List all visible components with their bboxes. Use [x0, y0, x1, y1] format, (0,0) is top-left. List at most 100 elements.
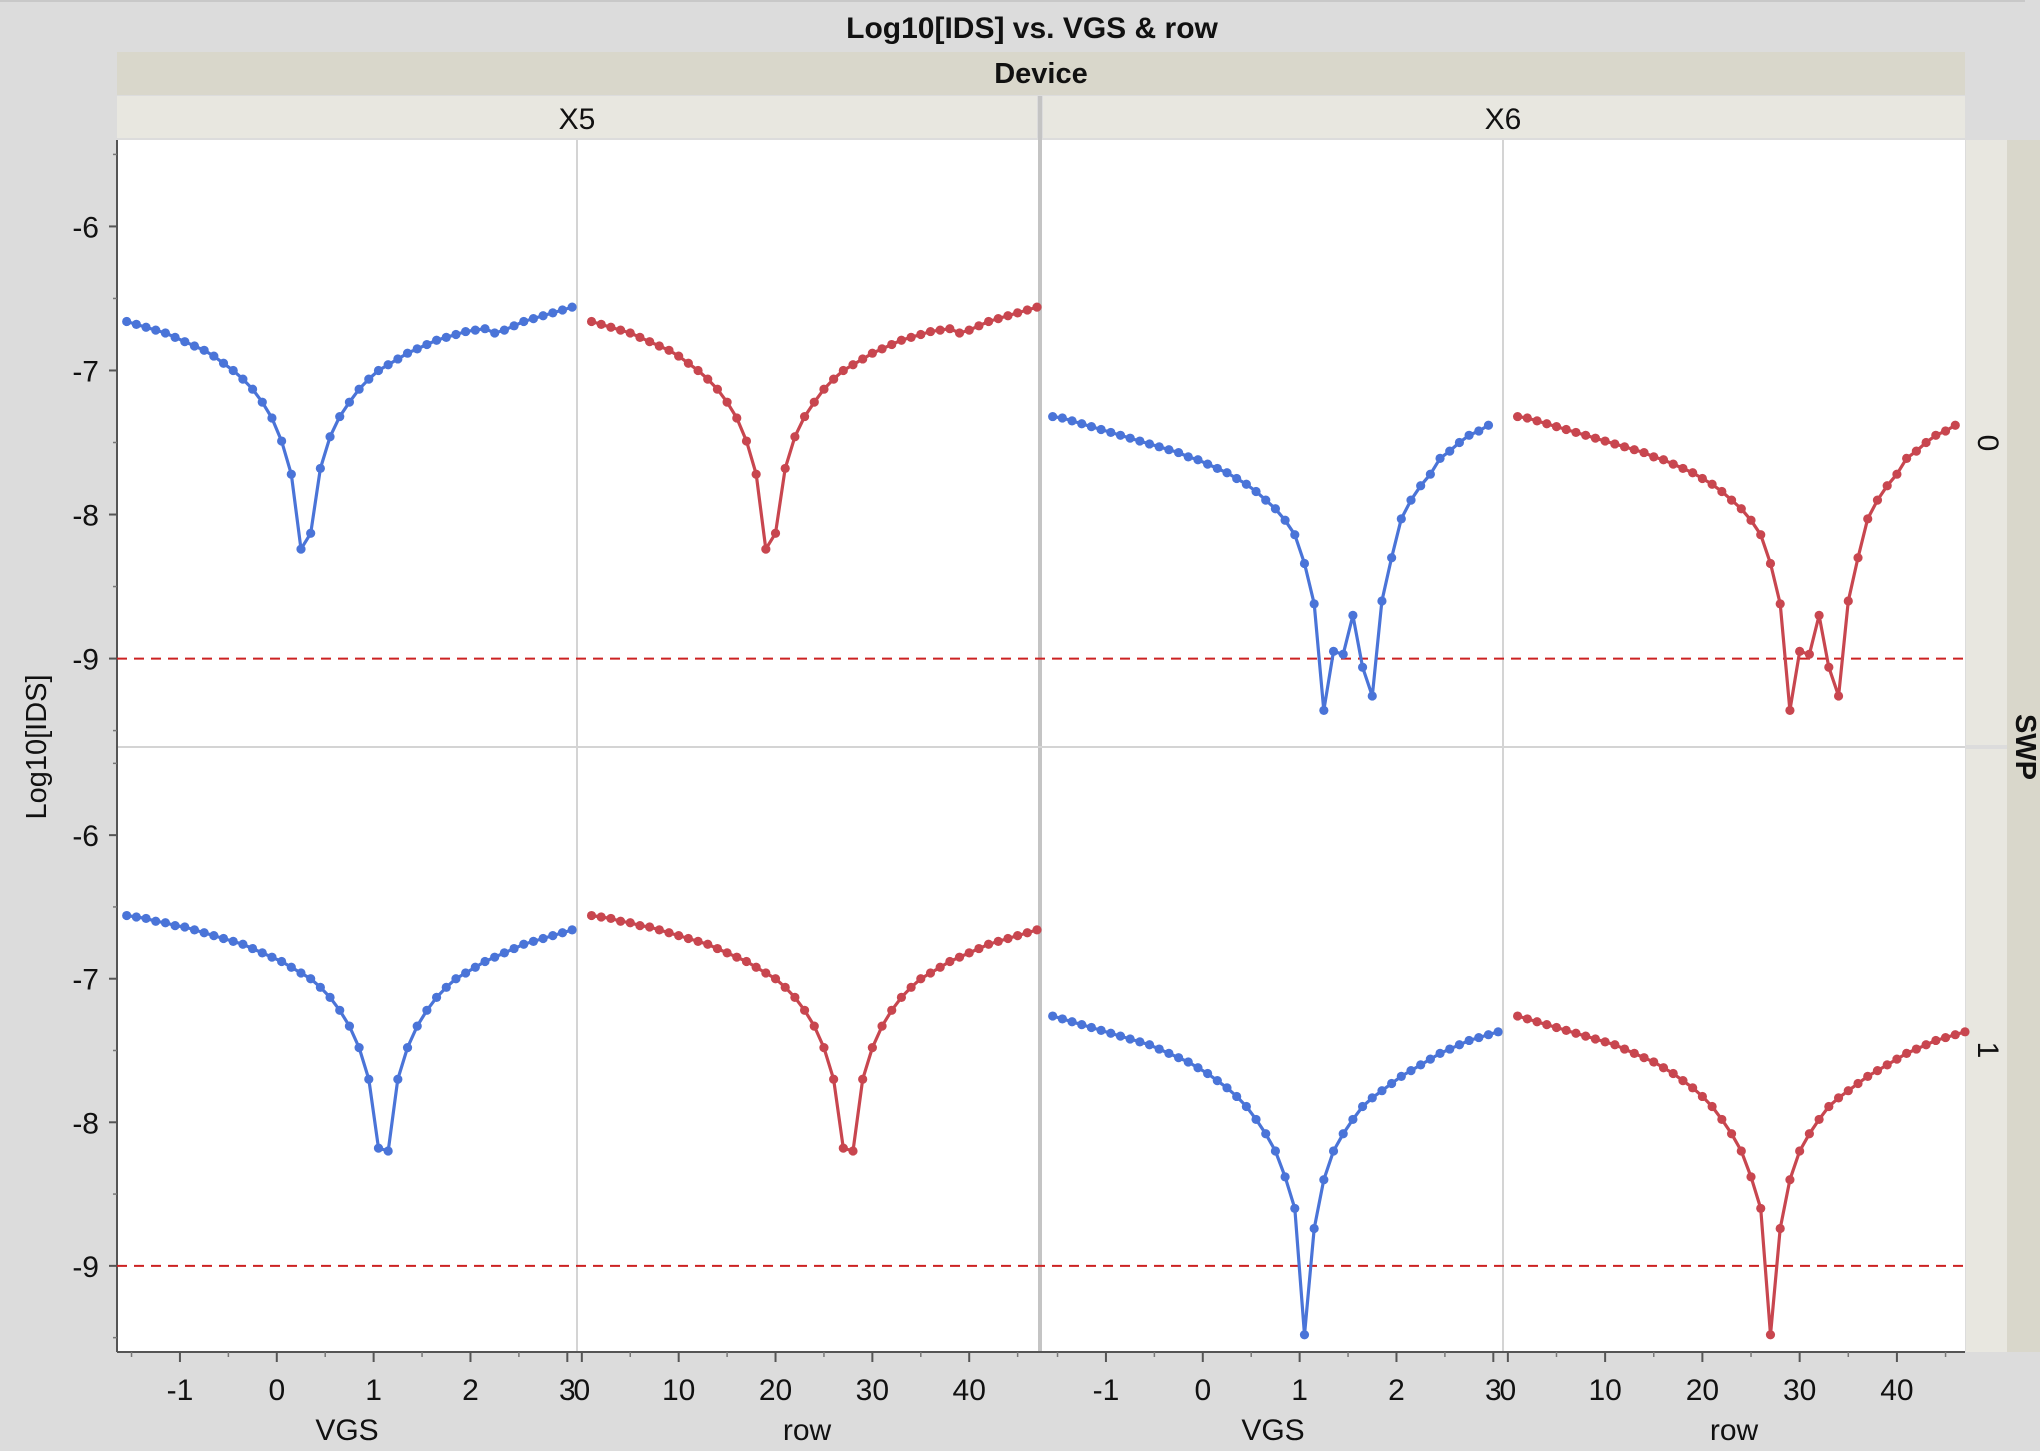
y-tick-label: -8 [72, 500, 99, 533]
data-point-row [664, 928, 674, 938]
data-point-vgs [151, 916, 161, 926]
data-point-row [935, 962, 945, 972]
data-point-vgs [199, 928, 209, 938]
data-point-row [1649, 1057, 1659, 1067]
data-point-row [1022, 928, 1032, 938]
data-point-row [1931, 430, 1941, 440]
data-point-vgs [325, 992, 335, 1002]
y-tick-label: -9 [72, 1251, 99, 1284]
data-point-vgs [1387, 553, 1397, 563]
data-point-row [964, 325, 974, 335]
data-point-vgs [1357, 1101, 1368, 1112]
data-point-vgs [567, 925, 577, 935]
data-point-row [1940, 1032, 1951, 1043]
data-point-vgs [1299, 1330, 1310, 1340]
swp-0-label: 0 [1971, 435, 2004, 452]
data-point-row [945, 324, 955, 334]
data-point-vgs [238, 374, 248, 384]
x-tick-label: -1 [167, 1374, 194, 1407]
data-point-vgs [1164, 1048, 1174, 1058]
data-point-vgs [1338, 1129, 1348, 1139]
data-point-row [993, 936, 1003, 946]
x-tick-label: 30 [1783, 1374, 1816, 1407]
data-point-row [877, 1021, 887, 1031]
data-point-vgs [1164, 445, 1174, 455]
data-point-vgs [470, 962, 480, 972]
x-axis-label: VGS [315, 1414, 378, 1446]
data-point-vgs [1067, 1017, 1077, 1027]
data-point-row [983, 316, 994, 327]
data-point-row [925, 968, 936, 978]
data-point-row [848, 1146, 858, 1156]
data-point-row [780, 463, 790, 474]
data-point-vgs [1203, 459, 1213, 469]
data-point-vgs [557, 928, 568, 938]
data-point-row [1013, 931, 1023, 941]
data-point-vgs [209, 351, 219, 361]
swp-header-label: SWP [2009, 714, 2040, 780]
data-point-row [606, 913, 616, 924]
data-point-vgs [1106, 427, 1116, 438]
data-point-vgs [209, 931, 219, 941]
data-point-row [1639, 1053, 1649, 1063]
data-point-row [1833, 1093, 1844, 1103]
data-point-row [1804, 1129, 1814, 1139]
data-point-vgs [325, 432, 335, 442]
data-point-vgs [1290, 530, 1300, 540]
data-point-row [1814, 610, 1824, 620]
data-point-vgs [1406, 495, 1416, 505]
data-point-row [809, 397, 819, 407]
data-point-row [1785, 1175, 1795, 1185]
data-point-vgs [315, 463, 325, 474]
data-point-row [829, 1074, 839, 1084]
data-point-vgs [499, 948, 509, 958]
x-tick-label: 2 [1388, 1374, 1405, 1407]
data-point-row [1561, 1025, 1571, 1035]
data-point-row [645, 337, 655, 347]
data-point-row [1775, 599, 1785, 609]
data-point-vgs [441, 982, 451, 992]
data-point-row [606, 322, 616, 332]
data-point-vgs [1048, 411, 1058, 422]
data-point-row [1600, 436, 1610, 446]
data-point-row [712, 943, 723, 954]
data-point-vgs [364, 374, 374, 384]
data-point-row [683, 933, 693, 944]
data-point-row [625, 328, 635, 338]
data-point-vgs [296, 544, 306, 554]
data-point-row [751, 469, 761, 479]
data-point-row [1911, 446, 1921, 456]
data-point-row [635, 920, 645, 931]
data-point-vgs [141, 913, 151, 924]
data-point-vgs [393, 1074, 403, 1084]
data-point-vgs [509, 943, 519, 954]
data-point-vgs [1416, 481, 1426, 491]
data-point-row [1590, 433, 1600, 443]
data-point-row [1522, 1014, 1532, 1024]
data-point-vgs [218, 933, 229, 944]
data-point-vgs [170, 332, 180, 342]
data-point-vgs [461, 326, 471, 337]
data-point-vgs [451, 329, 461, 340]
data-point-row [1872, 1066, 1883, 1076]
data-point-vgs [393, 354, 403, 364]
data-point-vgs [306, 528, 316, 538]
data-point-row [1678, 463, 1688, 474]
data-point-vgs [1173, 1053, 1184, 1063]
data-point-row [877, 344, 887, 354]
swp-0-header [1966, 140, 2007, 745]
data-point-row [1678, 1076, 1688, 1086]
data-point-row [799, 1005, 810, 1015]
data-point-row [635, 332, 645, 342]
data-point-row [1542, 419, 1552, 429]
data-point-row [751, 962, 761, 972]
data-point-vgs [257, 948, 267, 958]
data-point-vgs [1464, 430, 1474, 440]
data-point-vgs [1057, 413, 1067, 423]
data-point-vgs [247, 943, 258, 954]
data-point-row [1658, 455, 1669, 465]
data-point-row [1882, 1060, 1892, 1070]
data-point-vgs [528, 314, 539, 324]
data-point-row [1853, 1078, 1863, 1089]
data-point-vgs [228, 365, 238, 376]
